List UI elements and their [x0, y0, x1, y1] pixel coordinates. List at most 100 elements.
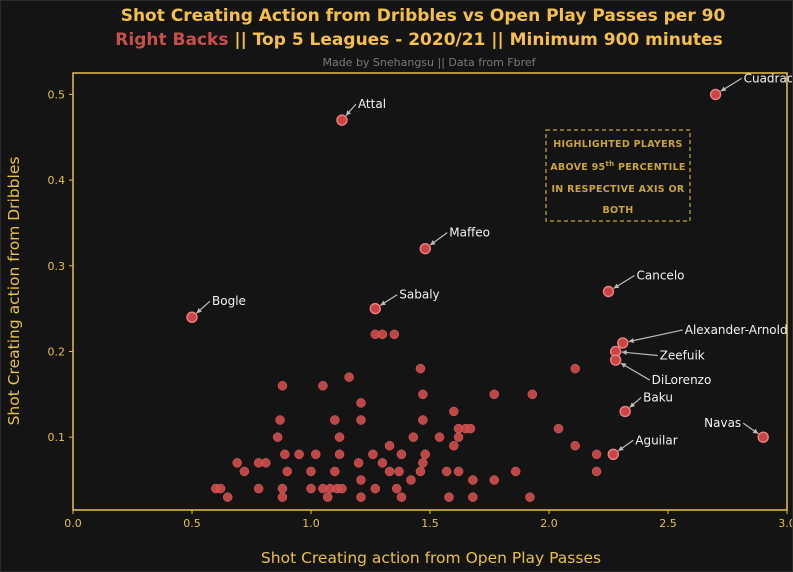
chart-title: Shot Creating Action from Dribbles vs Op…	[121, 6, 726, 26]
highlighted-point	[709, 88, 722, 101]
chart-subtitle: Right Backs || Top 5 Leagues - 2020/21 |…	[115, 30, 722, 50]
plot-area	[72, 72, 788, 511]
scatter-point	[306, 466, 316, 477]
annotation-arrow	[620, 362, 650, 381]
scatter-point	[344, 372, 354, 382]
annotation-arrowhead	[430, 240, 436, 246]
scatter-point	[239, 466, 250, 477]
scatter-point	[418, 415, 428, 425]
scatter-point	[510, 466, 521, 477]
scatter-point	[261, 458, 271, 468]
scatter-point	[570, 440, 580, 451]
highlighted-point	[607, 448, 619, 461]
scatter-point	[489, 475, 500, 485]
scatter-point	[356, 475, 366, 485]
scatter-point	[370, 483, 381, 494]
scatter-point	[408, 432, 419, 442]
highlighted-point	[757, 431, 769, 443]
annotation-box-border	[545, 129, 691, 222]
scatter-point	[418, 389, 428, 400]
scatter-point	[418, 458, 428, 468]
scatter-point	[232, 458, 242, 468]
annotation-line-2-post: PERCENTILE	[614, 162, 685, 173]
scatter-point	[449, 440, 459, 451]
scatter-point	[215, 483, 226, 494]
x-tick-label: 1.0	[302, 517, 320, 530]
scatter-point	[356, 415, 366, 425]
x-tick-label: 1.5	[421, 517, 439, 530]
scatter-point	[318, 381, 328, 391]
y-axis-label: Shot Creating action from Dribbles	[5, 157, 23, 426]
scatter-point	[449, 406, 459, 417]
subtitle-rest: || Top 5 Leagues - 2020/21 || Minimum 90…	[228, 30, 722, 50]
highlighted-point	[617, 337, 629, 349]
x-tick-label: 3.0	[778, 517, 792, 530]
highlighted-point	[602, 285, 615, 298]
scatter-point	[330, 466, 340, 477]
scatter-point	[275, 415, 285, 425]
scatter-point	[356, 398, 366, 408]
annotation-arrowhead	[752, 428, 759, 434]
scatter-point	[337, 483, 347, 494]
annotation-line-2-sup: th	[605, 160, 614, 168]
scatter-point	[591, 449, 602, 460]
scatter-point	[277, 483, 288, 494]
scatter-point	[468, 492, 478, 502]
y-tick-label: 0.3	[48, 260, 66, 273]
scatter-point	[553, 423, 564, 434]
player-label: Cancelo	[637, 269, 685, 283]
annotation-arrowhead	[628, 338, 635, 344]
scatter-point	[394, 466, 404, 477]
annotation-arrowhead	[629, 402, 636, 408]
scatter-point	[453, 432, 464, 442]
player-label: Zeefuik	[660, 348, 705, 362]
scatter-point	[525, 492, 535, 502]
scatter-point	[277, 492, 288, 502]
scatter-point	[391, 483, 402, 494]
highlighted-point	[419, 242, 431, 255]
x-axis-ticks: 0.0 0.5 1.0 1.5 2.0 2.5 3.0	[64, 510, 792, 530]
annotation-box: HIGHLIGHTED PLAYERS ABOVE 95th PERCENTIL…	[545, 129, 691, 222]
scatter-point	[377, 329, 388, 340]
scatter-point	[294, 449, 304, 460]
player-label: Alexander-Arnold	[685, 323, 788, 337]
player-label: Navas	[704, 416, 741, 430]
player-label: Cuadrado	[744, 71, 792, 85]
scatter-point	[377, 458, 388, 468]
scatter-point	[356, 492, 366, 502]
scatter-point	[441, 466, 452, 477]
annotation-arrowhead	[380, 300, 386, 306]
highlighted-point	[336, 114, 348, 126]
scatter-point	[311, 449, 321, 460]
player-label: Bogle	[212, 294, 246, 308]
scatter-point	[396, 492, 407, 502]
annotation-line-1: HIGHLIGHTED PLAYERS	[553, 139, 682, 150]
x-tick-label: 2.0	[540, 517, 558, 530]
y-tick-label: 0.2	[48, 345, 66, 358]
scatter-point	[389, 329, 400, 340]
x-tick-label: 0.5	[183, 517, 201, 530]
scatter-point	[415, 466, 426, 477]
annotation-arrowhead	[618, 445, 624, 451]
scatter-point	[368, 449, 378, 460]
annotation-arrowhead	[613, 283, 620, 289]
player-label: Attal	[358, 97, 386, 111]
scatter-point	[272, 432, 283, 442]
highlighted-point	[619, 405, 631, 418]
scatter-point	[444, 492, 454, 502]
scatter-point	[282, 466, 292, 477]
y-tick-label: 0.4	[48, 174, 66, 187]
player-label: Sabaly	[399, 288, 439, 302]
player-label: Aguilar	[635, 433, 677, 447]
player-label: Maffeo	[449, 226, 490, 240]
annotation-arrow	[621, 351, 658, 357]
annotation-line-2: ABOVE 95th PERCENTILE	[550, 160, 685, 173]
player-label: Baku	[643, 390, 673, 404]
highlighted-point	[186, 311, 198, 323]
annotation-line-2-pre: ABOVE 95	[550, 162, 605, 173]
annotation-arrowhead	[345, 110, 352, 116]
scatter-point	[420, 449, 430, 460]
x-tick-label: 0.0	[64, 517, 82, 530]
scatter-point	[306, 483, 316, 494]
y-tick-label: 0.1	[48, 431, 66, 444]
